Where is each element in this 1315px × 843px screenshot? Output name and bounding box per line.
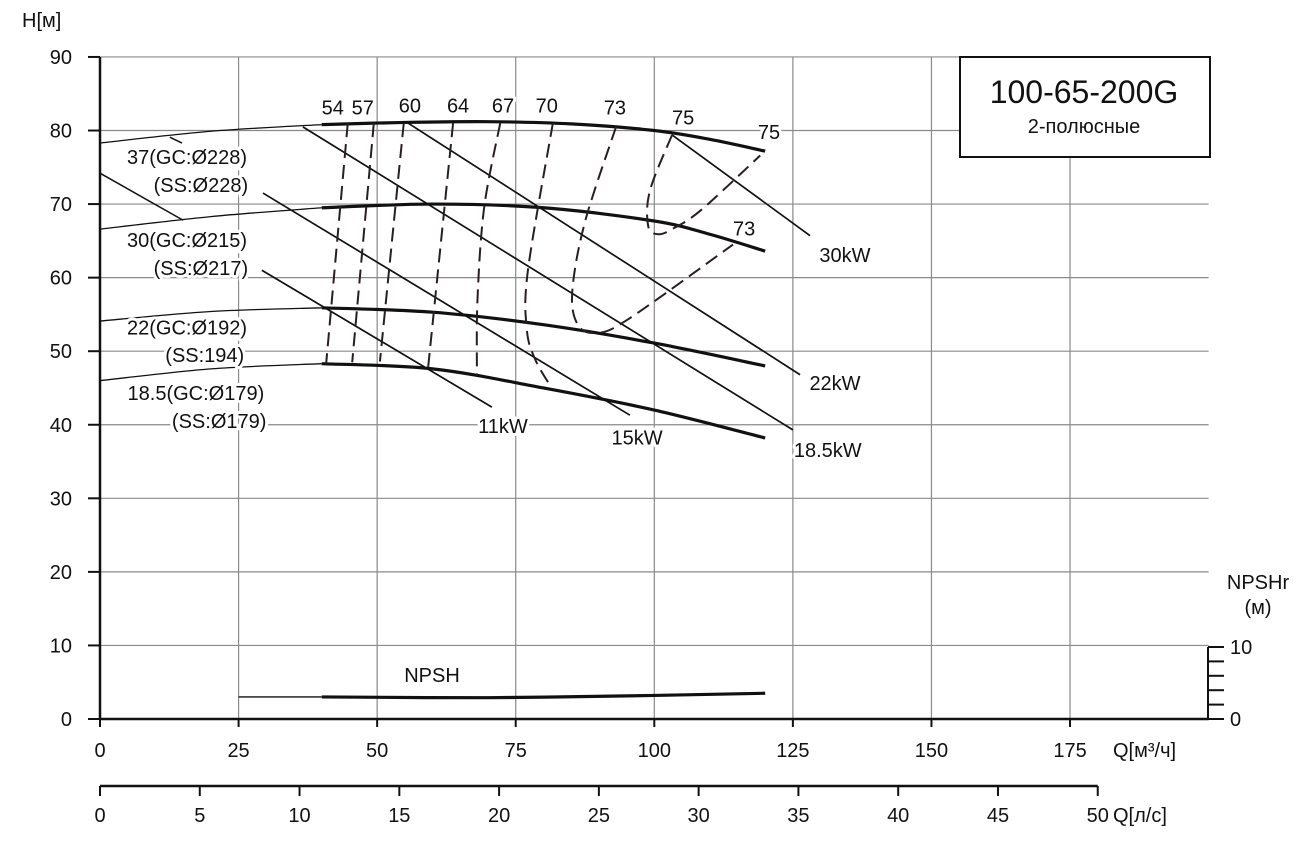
power-line-label: 30kW	[819, 245, 870, 267]
x2-tick-label: 45	[987, 805, 1009, 827]
x-axis-label: Q[м³/ч]	[1113, 740, 1176, 762]
y2-tick-label: 10	[1230, 637, 1252, 659]
y-tick-label: 40	[50, 415, 72, 437]
npsh-label: NPSH	[404, 665, 460, 687]
y-tick-label: 70	[50, 194, 72, 216]
head-curve-label: (SS:Ø217)	[154, 258, 248, 280]
labels: 37(GC:Ø228) (SS:Ø228) 30(GC:Ø215) (SS:Ø217)…	[124, 93, 874, 687]
chart-subtitle: 2-полюсные	[1028, 116, 1141, 138]
efficiency-label: 54	[322, 98, 344, 120]
y2-axis-label: NPSHr	[1227, 572, 1290, 594]
y-tick-label: 90	[50, 47, 72, 69]
head-curve-label: 22(GC:Ø192)	[127, 318, 247, 340]
title-box: 100-65-200G 2-полюсные	[959, 56, 1211, 158]
efficiency-label: 73	[733, 218, 755, 240]
x-tick-label: 75	[505, 740, 527, 762]
head-curve-37-thin	[99, 123, 322, 144]
head-curve-label: 37(GC:Ø228)	[127, 147, 247, 169]
x-tick-label: 50	[366, 740, 388, 762]
head-curve-label: (SS:Ø179)	[172, 411, 266, 433]
curves	[99, 120, 811, 700]
y-tick-label: 30	[50, 488, 72, 510]
power-line-label: 18.5kW	[794, 440, 862, 462]
head-curve-22-thin	[99, 307, 322, 322]
x-tick-label: 125	[776, 740, 809, 762]
y-axis-label: H[м]	[22, 10, 61, 32]
x2-tick-label: 50	[1087, 805, 1109, 827]
head-curve-label: 18.5(GC:Ø179)	[128, 383, 265, 405]
efficiency-label: 73	[604, 98, 626, 120]
y-tick-label: 20	[50, 562, 72, 584]
x-tick-label: 100	[638, 740, 671, 762]
leader-line	[99, 172, 184, 221]
power-line-15kW	[262, 192, 631, 416]
head-curve-label: 30(GC:Ø215)	[127, 230, 247, 252]
y-tick-label: 50	[50, 341, 72, 363]
efficiency-label: 75	[758, 122, 780, 144]
power-line-label: 11kW	[478, 416, 528, 438]
x-tick-label: 25	[227, 740, 249, 762]
x-tick-label: 150	[915, 740, 948, 762]
x2-tick-label: 25	[588, 805, 610, 827]
x-tick-label: 0	[94, 740, 105, 762]
head-curve-37	[321, 120, 766, 153]
efficiency-label: 57	[352, 98, 374, 120]
efficiency-curve-57	[351, 123, 375, 363]
efficiency-curve-73	[570, 126, 734, 334]
efficiency-curve-70	[524, 122, 554, 388]
leader-line	[169, 136, 183, 144]
head-curve-18.5	[321, 362, 766, 440]
y-tick-label: 10	[50, 635, 72, 657]
x-tick-label: 175	[1053, 740, 1086, 762]
power-line-11kW	[261, 269, 493, 408]
x2-tick-label: 0	[94, 805, 105, 827]
x2-axis-label: Q[л/с]	[1113, 805, 1167, 827]
head-curve-18.5-thin	[99, 363, 322, 382]
npsh-curve	[321, 691, 766, 700]
efficiency-label: 70	[536, 96, 558, 118]
head-curve-22	[321, 306, 766, 368]
head-curve-label: (SS:194)	[165, 345, 244, 367]
y2-axis-unit: (м)	[1244, 597, 1271, 619]
head-curve-30-thin	[99, 207, 322, 230]
x2-tick-label: 20	[488, 805, 510, 827]
efficiency-curve-54	[325, 123, 349, 364]
efficiency-label: 67	[492, 96, 514, 118]
power-line-label: 15kW	[612, 427, 663, 449]
efficiency-label: 75	[672, 107, 694, 129]
x2-tick-label: 5	[194, 805, 205, 827]
x2-tick-label: 15	[388, 805, 410, 827]
x2-tick-label: 10	[288, 805, 310, 827]
efficiency-label: 64	[447, 96, 469, 118]
x2-tick-label: 35	[787, 805, 809, 827]
chart-title: 100-65-200G	[990, 74, 1179, 110]
grid	[100, 56, 1209, 719]
y-tick-label: 80	[50, 121, 72, 143]
efficiency-curve-75	[646, 134, 761, 236]
power-line-label: 22kW	[809, 373, 860, 395]
efficiency-curve-64	[427, 123, 455, 368]
efficiency-curve-67	[475, 122, 502, 376]
power-line-22kW	[407, 122, 801, 376]
x2-tick-label: 30	[688, 805, 710, 827]
x2-tick-label: 40	[887, 805, 909, 827]
y2-tick-label: 0	[1230, 709, 1241, 731]
head-curve-label: (SS:Ø228)	[154, 175, 248, 197]
y-tick-label: 60	[50, 268, 72, 290]
power-line-18.5kW	[302, 126, 794, 431]
y-tick-label: 0	[61, 709, 72, 731]
head-curve-30	[321, 202, 766, 253]
power-line-30kW	[671, 134, 811, 237]
efficiency-curve-60	[378, 123, 405, 362]
efficiency-label: 60	[399, 96, 421, 118]
